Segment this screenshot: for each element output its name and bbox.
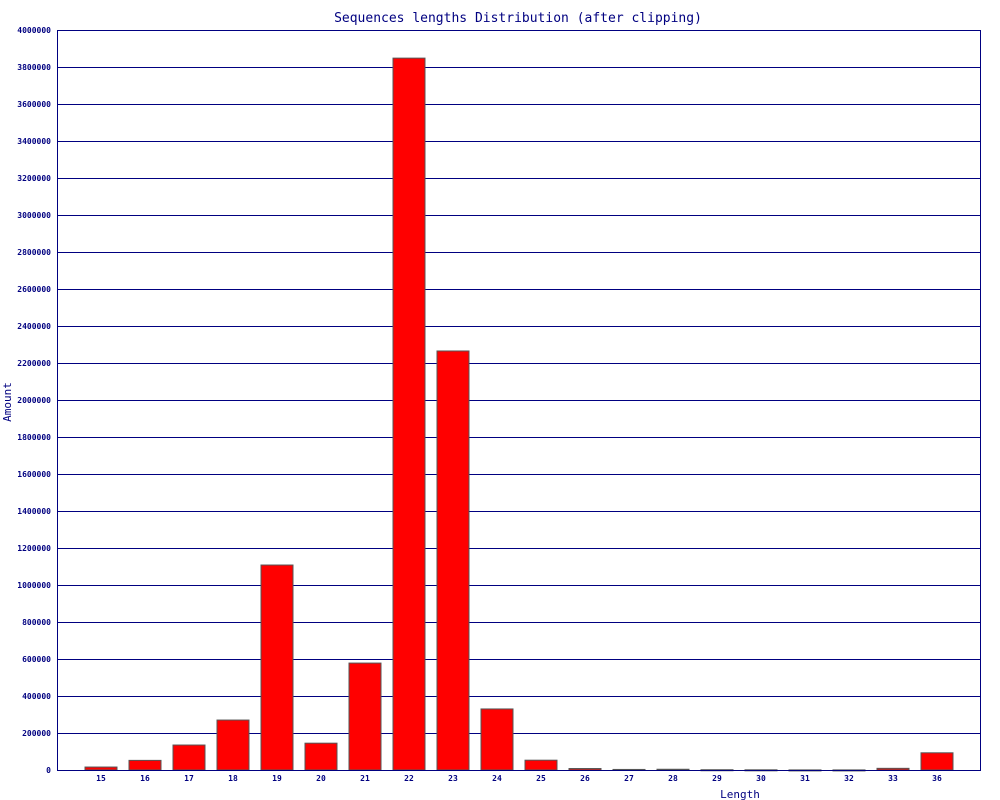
bar-23	[436, 350, 470, 771]
bar-24	[480, 708, 514, 771]
bar-18	[216, 719, 250, 771]
bar-20	[304, 742, 338, 771]
y-tick-label: 2400000	[17, 322, 51, 331]
y-tick-label: 2000000	[17, 396, 51, 405]
x-tick-label: 20	[316, 774, 326, 783]
y-tick-label: 1600000	[17, 470, 51, 479]
plot-frame	[57, 30, 981, 771]
y-tick-label: 600000	[22, 655, 51, 664]
bars	[84, 57, 954, 772]
x-tick-label: 24	[492, 774, 502, 783]
x-tick-label: 28	[668, 774, 678, 783]
y-tick-label: 3400000	[17, 137, 51, 146]
y-tick-label: 2600000	[17, 285, 51, 294]
y-tick-label: 1200000	[17, 544, 51, 553]
x-tick-label: 21	[360, 774, 370, 783]
x-tick-label: 31	[800, 774, 810, 783]
y-axis-label: Amount	[1, 382, 14, 422]
y-tick-label: 400000	[22, 692, 51, 701]
x-tick-label: 33	[888, 774, 898, 783]
x-tick-label: 19	[272, 774, 282, 783]
y-tick-label: 3800000	[17, 63, 51, 72]
y-tick-label: 2200000	[17, 359, 51, 368]
y-tick-label: 3600000	[17, 100, 51, 109]
y-tick-label: 1800000	[17, 433, 51, 442]
x-tick-label: 30	[756, 774, 766, 783]
bar-19	[260, 564, 294, 771]
x-tick-label: 32	[844, 774, 854, 783]
y-tick-label: 1400000	[17, 507, 51, 516]
y-tick-label: 2800000	[17, 248, 51, 257]
y-tick-label: 3000000	[17, 211, 51, 220]
bar-25	[524, 759, 558, 771]
y-tick-label: 4000000	[17, 26, 51, 35]
x-tick-label: 22	[404, 774, 414, 783]
x-tick-label: 26	[580, 774, 590, 783]
x-tick-label: 25	[536, 774, 546, 783]
y-tick-labels: 0 200000 400000 600000 800000 1000000 1200000 1…	[17, 26, 51, 775]
grid-lines	[57, 30, 980, 771]
y-tick-label: 200000	[22, 729, 51, 738]
y-tick-label: 1000000	[17, 581, 51, 590]
x-tick-label: 36	[932, 774, 942, 783]
bar-22	[392, 57, 426, 771]
bar-17	[172, 744, 206, 771]
x-tick-label: 17	[184, 774, 194, 783]
x-tick-label: 15	[96, 774, 106, 783]
y-tick-label: 800000	[22, 618, 51, 627]
bar-15	[84, 766, 118, 771]
x-tick-label: 23	[448, 774, 458, 783]
bar-16	[128, 759, 162, 771]
x-tick-label: 18	[228, 774, 238, 783]
x-tick-labels: 15 16 17 18 19 20 21 22 23 24 25 26 27 28 29 30 31 32 33 36	[96, 774, 942, 783]
x-tick-label: 16	[140, 774, 150, 783]
bar-26	[568, 768, 602, 771]
bar-33	[876, 767, 910, 771]
chart-title: Sequences lengths Distribution (after cl…	[334, 11, 702, 26]
y-tick-label: 3200000	[17, 174, 51, 183]
x-axis-label: Length	[720, 788, 760, 800]
y-tick-label: 0	[46, 766, 51, 775]
x-tick-label: 27	[624, 774, 634, 783]
bar-21	[348, 662, 382, 771]
x-tick-label: 29	[712, 774, 722, 783]
bar-36	[920, 752, 954, 771]
